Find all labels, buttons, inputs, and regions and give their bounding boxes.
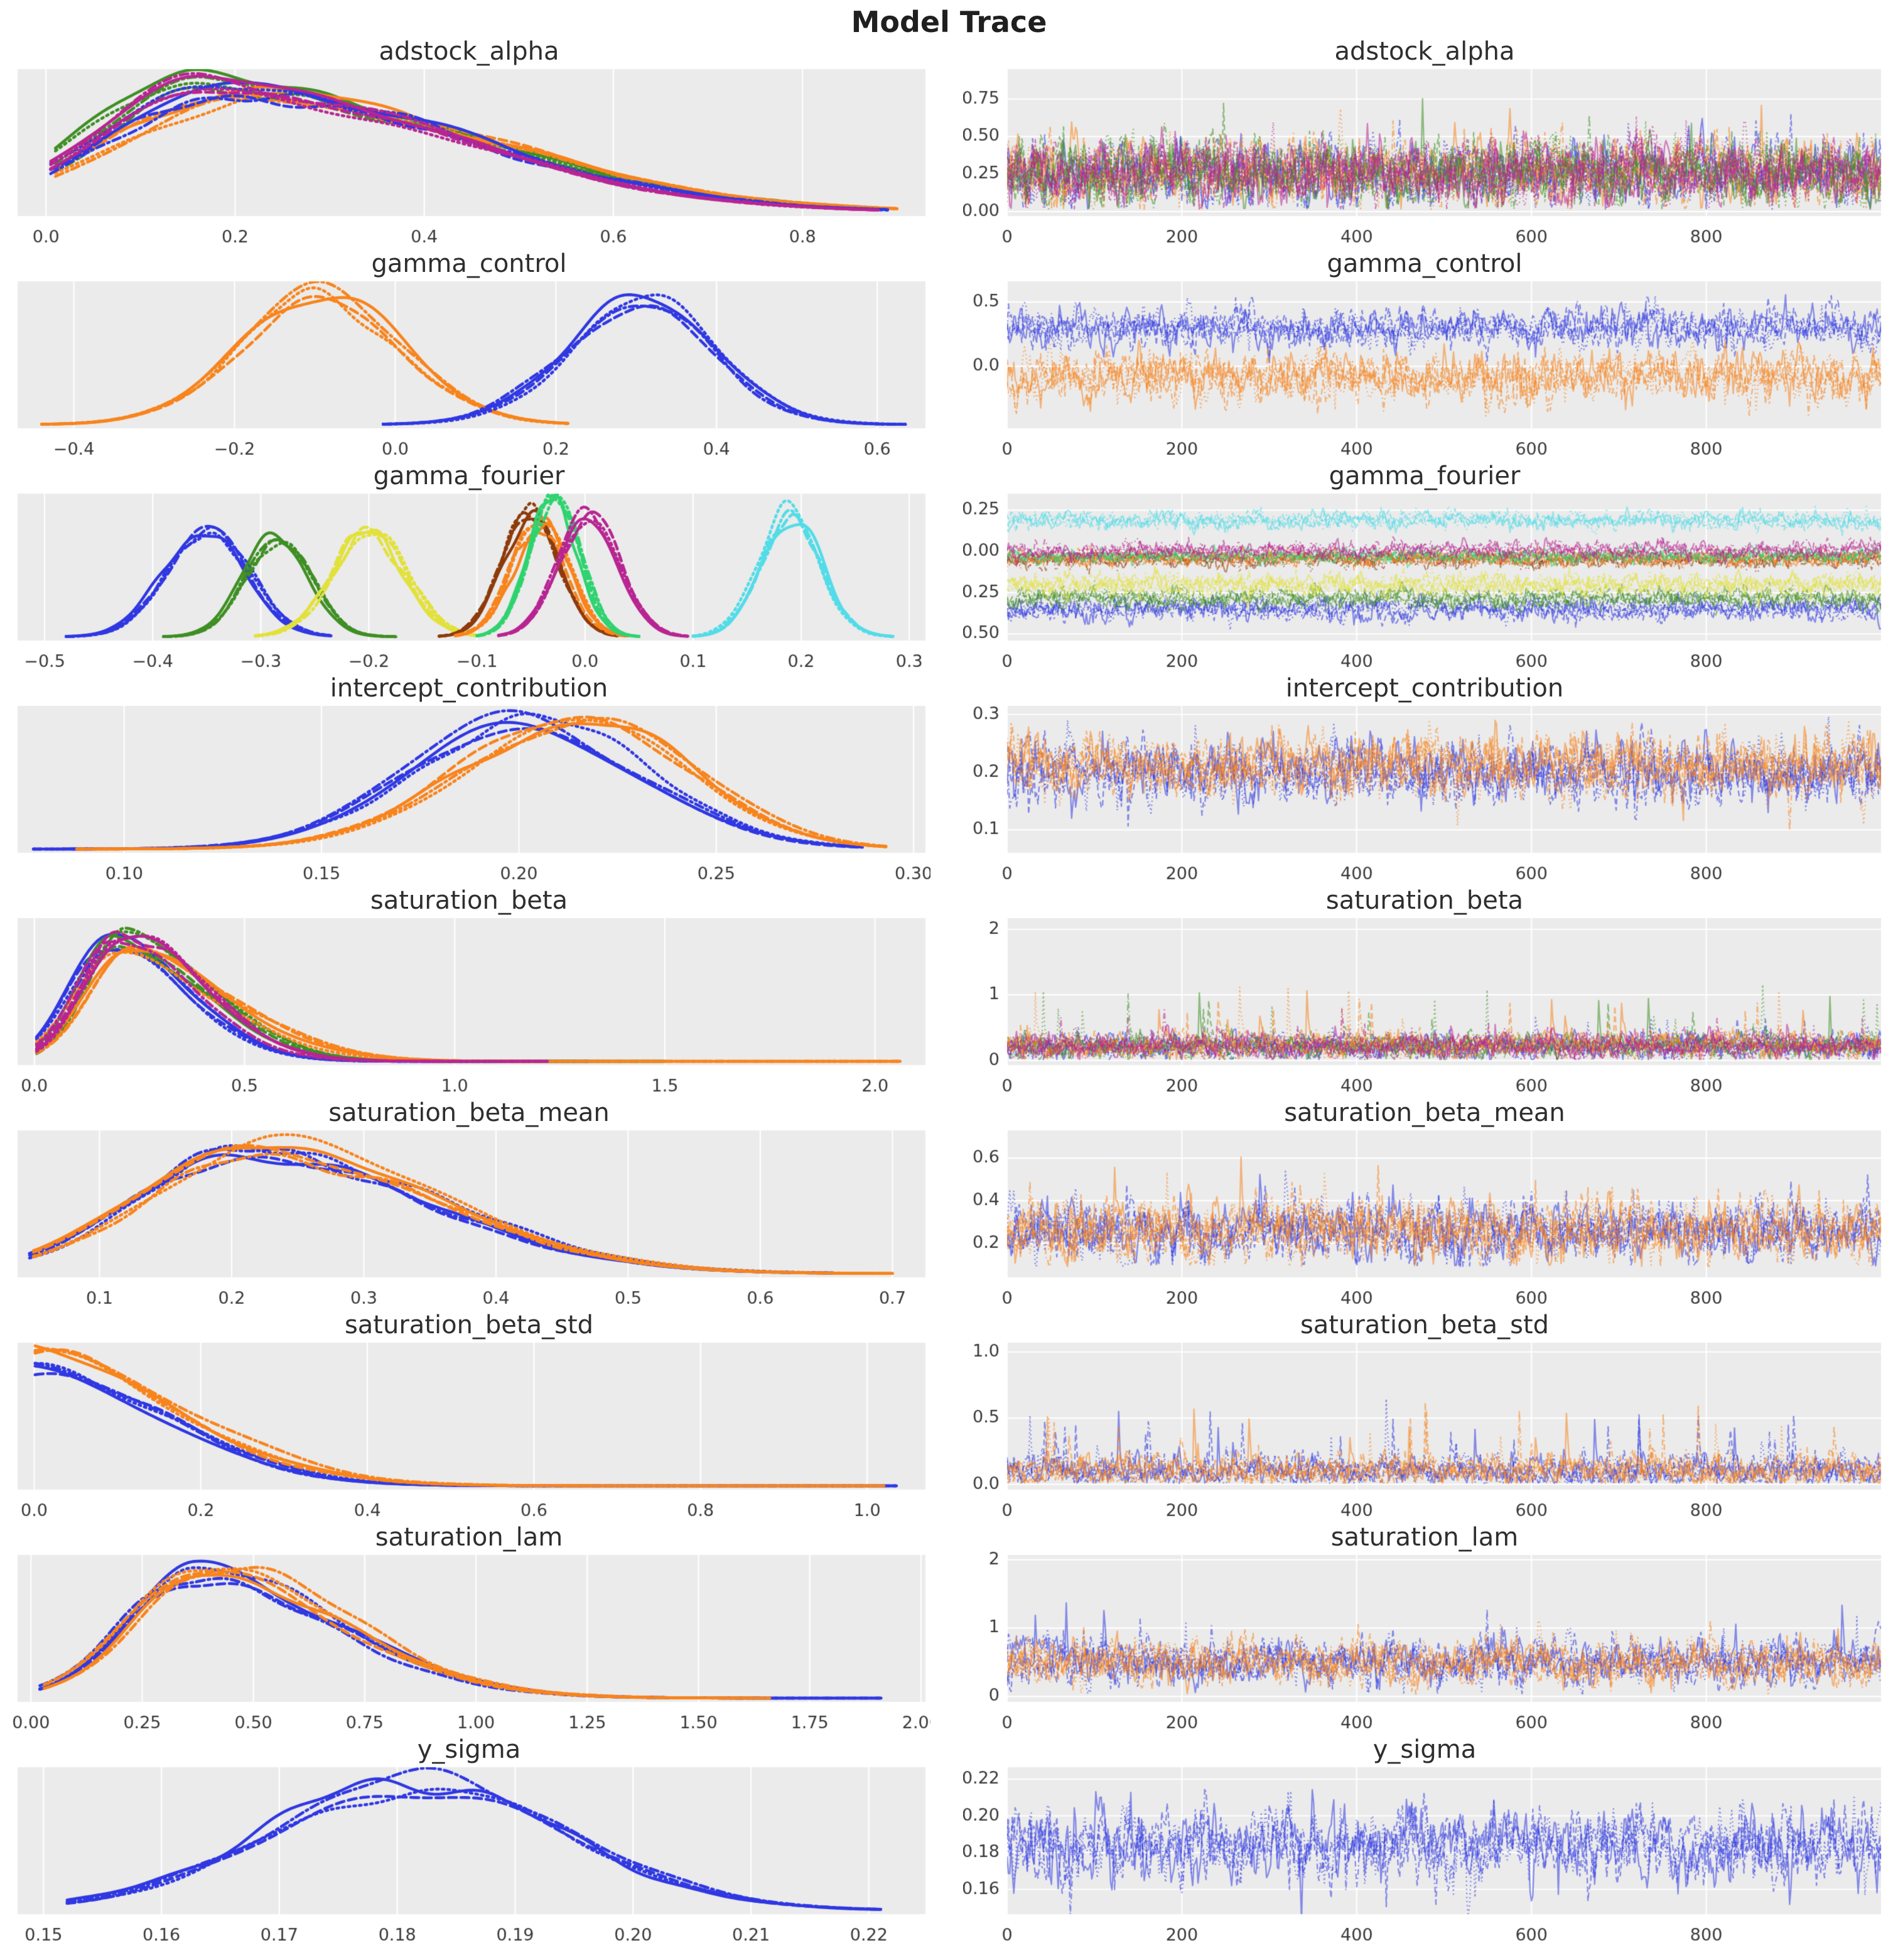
- trace-panel-saturation-lam: saturation_lam: [963, 1522, 1886, 1735]
- saturation-beta-kde-canvas: [8, 914, 930, 1098]
- saturation-beta-std-trace-canvas: [963, 1339, 1886, 1522]
- kde-panel-y-sigma: y_sigma: [8, 1735, 930, 1947]
- kde-panel-saturation-beta-mean: saturation_beta_mean: [8, 1098, 930, 1310]
- y-sigma-kde-canvas: [8, 1763, 930, 1947]
- saturation-lam-trace-canvas: [963, 1551, 1886, 1735]
- saturation-beta-std-kde-canvas: [8, 1339, 930, 1522]
- subplot-title: gamma_control: [371, 249, 567, 278]
- subplot-title: saturation_beta_std: [1300, 1311, 1550, 1340]
- adstock-alpha-trace-canvas: [963, 65, 1886, 249]
- kde-panel-saturation-beta: saturation_beta: [8, 885, 930, 1098]
- kde-panel-saturation-beta-std: saturation_beta_std: [8, 1310, 930, 1522]
- trace-panel-saturation-beta-std: saturation_beta_std: [963, 1310, 1886, 1522]
- subplot-title: intercept_contribution: [330, 674, 608, 703]
- trace-panel-adstock-alpha: adstock_alpha: [963, 36, 1886, 249]
- y-sigma-trace-canvas: [963, 1763, 1886, 1947]
- subplot-title: saturation_beta: [370, 886, 568, 915]
- trace-panel-intercept-contribution: intercept_contribution: [963, 673, 1886, 885]
- saturation-lam-kde-canvas: [8, 1551, 930, 1735]
- subplot-title: gamma_fourier: [1329, 462, 1521, 490]
- kde-panel-gamma-control: gamma_control: [8, 249, 930, 461]
- page-title: Model Trace: [851, 5, 1047, 39]
- kde-panel-adstock-alpha: adstock_alpha: [8, 36, 930, 249]
- kde-panel-gamma-fourier: gamma_fourier: [8, 461, 930, 673]
- gamma-fourier-trace-canvas: [963, 490, 1886, 673]
- adstock-alpha-kde-canvas: [8, 65, 930, 249]
- trace-panel-gamma-fourier: gamma_fourier: [963, 461, 1886, 673]
- gamma-control-trace-canvas: [963, 278, 1886, 461]
- subplot-title: saturation_beta_mean: [1284, 1098, 1565, 1127]
- subplot-title: intercept_contribution: [1285, 674, 1564, 703]
- intercept-contribution-trace-canvas: [963, 702, 1886, 885]
- intercept-contribution-kde-canvas: [8, 702, 930, 885]
- subplot-title: saturation_lam: [375, 1523, 563, 1552]
- subplot-title: saturation_beta_std: [344, 1311, 594, 1340]
- saturation-beta-trace-canvas: [963, 914, 1886, 1098]
- subplot-title: gamma_control: [1327, 249, 1523, 278]
- subplot-title: saturation_beta_mean: [328, 1098, 610, 1127]
- trace-panel-saturation-beta: saturation_beta: [963, 885, 1886, 1098]
- subplot-title: adstock_alpha: [379, 37, 559, 66]
- gamma-fourier-kde-canvas: [8, 490, 930, 673]
- subplot-title: adstock_alpha: [1334, 37, 1515, 66]
- trace-panel-saturation-beta-mean: saturation_beta_mean: [963, 1098, 1886, 1310]
- subplot-title: saturation_beta: [1325, 886, 1524, 915]
- subplot-title: y_sigma: [417, 1735, 521, 1764]
- saturation-beta-mean-kde-canvas: [8, 1127, 930, 1310]
- trace-panel-gamma-control: gamma_control: [963, 249, 1886, 461]
- saturation-beta-mean-trace-canvas: [963, 1127, 1886, 1310]
- subplot-title: saturation_lam: [1330, 1523, 1519, 1552]
- subplot-title: gamma_fourier: [373, 462, 565, 490]
- trace-panel-y-sigma: y_sigma: [963, 1735, 1886, 1947]
- gamma-control-kde-canvas: [8, 278, 930, 461]
- kde-panel-intercept-contribution: intercept_contribution: [8, 673, 930, 885]
- trace-grid: adstock_alpha adstock_alpha gamma_contro…: [0, 36, 1898, 1947]
- subplot-title: y_sigma: [1372, 1735, 1477, 1764]
- kde-panel-saturation-lam: saturation_lam: [8, 1522, 930, 1735]
